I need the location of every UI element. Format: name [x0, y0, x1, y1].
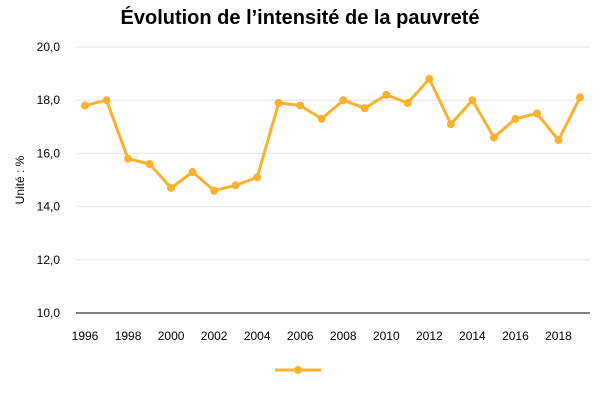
- data-point: [360, 104, 369, 113]
- y-tick-label: 10,0: [37, 306, 61, 320]
- x-tick-label: 2004: [244, 329, 271, 343]
- x-tick-label: 1996: [72, 329, 99, 343]
- data-point: [296, 101, 305, 110]
- data-point: [167, 183, 176, 192]
- data-point: [446, 120, 455, 129]
- y-tick-label: 20,0: [37, 40, 61, 54]
- x-tick-labels: 1996 1998 2000 2002 2004 2006 2008 2010 2012 2014…: [72, 329, 572, 343]
- data-point: [554, 136, 563, 145]
- y-tick-label: 12,0: [37, 253, 61, 267]
- gridlines: [76, 46, 590, 314]
- x-tick-label: 2000: [158, 329, 185, 343]
- data-point: [102, 96, 111, 105]
- data-point: [274, 98, 283, 107]
- legend: [275, 366, 321, 374]
- data-point: [317, 114, 326, 123]
- data-point: [403, 98, 412, 107]
- x-tick-label: 2016: [502, 329, 529, 343]
- data-point: [532, 109, 541, 118]
- data-point: [253, 173, 262, 182]
- data-point: [468, 96, 477, 105]
- y-tick-label: 16,0: [37, 146, 61, 160]
- x-tick-label: 2010: [373, 329, 400, 343]
- data-point: [210, 186, 219, 195]
- y-tick-label: 14,0: [37, 200, 61, 214]
- data-point: [511, 114, 520, 123]
- y-axis-label: Unité : %: [13, 155, 27, 204]
- legend-marker: [294, 366, 302, 374]
- x-tick-label: 1998: [115, 329, 142, 343]
- series-line: [83, 77, 582, 193]
- y-tick-labels: 10,0 12,0 14,0 16,0 18,0 20,0: [37, 40, 61, 320]
- x-tick-label: 2012: [416, 329, 443, 343]
- data-point: [425, 74, 434, 83]
- series-group: [81, 74, 584, 195]
- data-point: [489, 133, 498, 142]
- data-point: [124, 154, 133, 163]
- y-tick-label: 18,0: [37, 93, 61, 107]
- data-point: [576, 93, 584, 102]
- data-point: [188, 168, 197, 177]
- x-tick-label: 2008: [330, 329, 357, 343]
- chart-title: Évolution de l’intensité de la pauvreté: [121, 6, 480, 29]
- data-point: [81, 101, 89, 110]
- x-tick-label: 2006: [287, 329, 314, 343]
- data-point: [231, 181, 240, 190]
- x-tick-label: 2014: [459, 329, 486, 343]
- x-tick-label: 2018: [545, 329, 572, 343]
- x-tick-label: 2002: [201, 329, 228, 343]
- data-point: [145, 160, 154, 169]
- data-point: [382, 90, 391, 99]
- data-point: [339, 96, 348, 105]
